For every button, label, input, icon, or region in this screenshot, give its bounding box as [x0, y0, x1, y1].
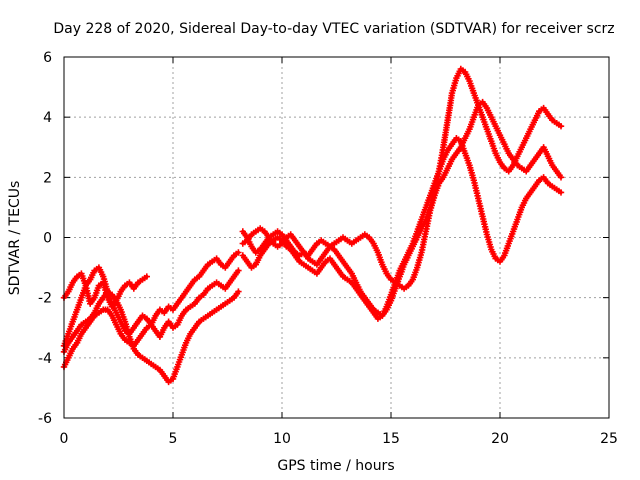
- data-point-marker: [557, 189, 565, 196]
- x-tick-label: 15: [382, 431, 400, 447]
- series-track-f: [239, 135, 565, 322]
- chart-grid: [64, 57, 609, 418]
- y-tick-label: 6: [43, 50, 52, 66]
- y-tick-label: -2: [38, 291, 52, 307]
- x-tick-label: 5: [169, 431, 178, 447]
- data-point-marker: [143, 273, 150, 280]
- x-tick-label: 10: [273, 431, 291, 447]
- data-point-marker: [557, 174, 565, 181]
- data-point-marker: [557, 123, 565, 130]
- x-tick-label: 0: [60, 431, 69, 447]
- data-point-marker: [235, 267, 242, 274]
- plot-frame: [63, 56, 610, 419]
- series-track-g: [239, 98, 565, 292]
- data-point-marker: [235, 288, 242, 295]
- y-axis-title: SDTVAR / TECUs: [7, 181, 23, 296]
- chart-tick-labels: 0 5 10 15 20 25 -6 -4 -2 0 2 4 6: [38, 50, 618, 447]
- y-tick-label: 0: [43, 231, 52, 247]
- data-point-marker: [235, 249, 242, 256]
- chart-series: [60, 65, 565, 386]
- chart-title: Day 228 of 2020, Sidereal Day-to-day VTE…: [53, 21, 614, 37]
- x-tick-label: 25: [600, 431, 618, 447]
- x-tick-label: 20: [491, 431, 509, 447]
- y-tick-label: -6: [38, 411, 52, 427]
- x-axis-title: GPS time / hours: [277, 458, 394, 474]
- y-tick-label: 2: [43, 170, 52, 186]
- y-tick-label: 4: [43, 110, 52, 126]
- series-line: [241, 100, 563, 291]
- series-track-e: [239, 65, 565, 319]
- y-tick-label: -4: [38, 351, 52, 367]
